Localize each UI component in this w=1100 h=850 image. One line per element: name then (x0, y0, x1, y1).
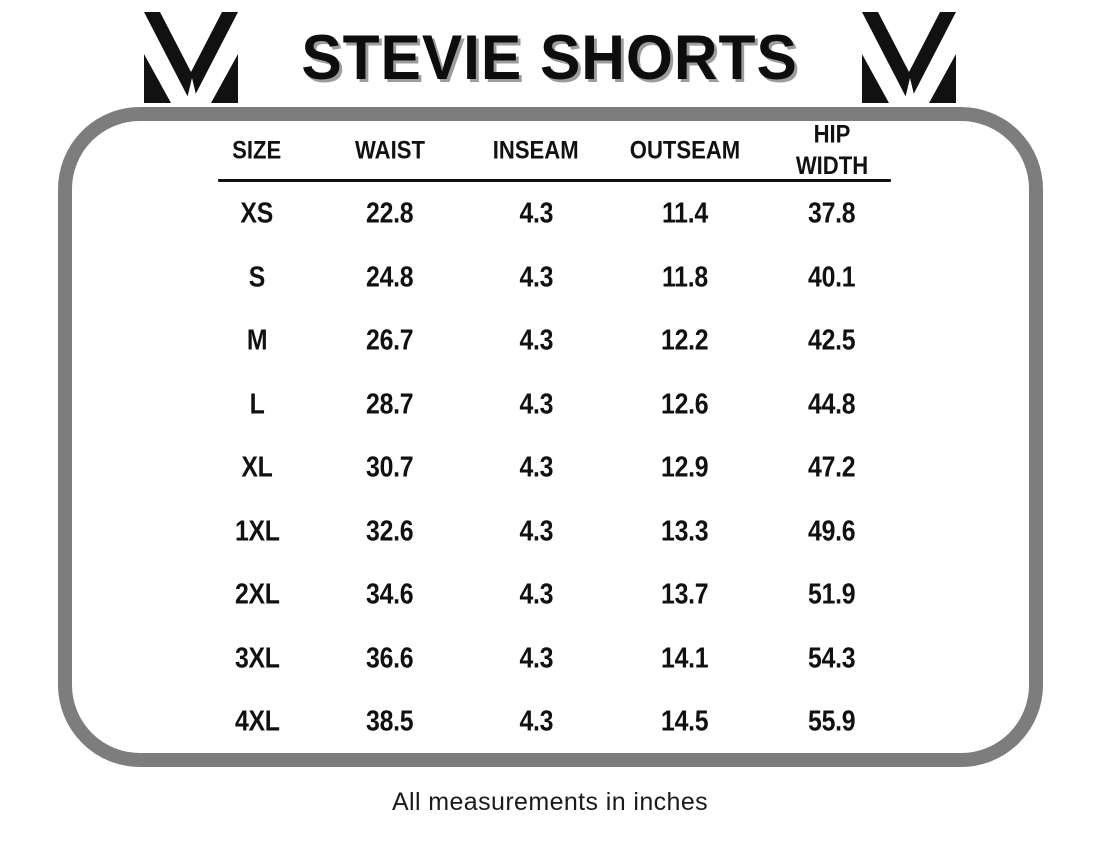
table-body: XS 22.8 4.3 11.4 37.8 S 24.8 4.3 11.8 40… (195, 182, 905, 754)
outseam-cell: 11.8 (662, 260, 708, 293)
banner: STEVIE SHORTS (0, 8, 1100, 108)
hip-width-cell: 51.9 (808, 578, 856, 610)
hip-width-cell: 54.3 (808, 641, 856, 674)
size-cell: L (249, 387, 265, 420)
column-header-inseam: INSEAM (493, 136, 579, 165)
size-cell: XL (241, 451, 273, 483)
inseam-cell: 4.3 (519, 324, 553, 356)
outseam-cell: 13.7 (661, 578, 709, 610)
column-header-waist: WAIST (355, 136, 425, 165)
outseam-cell: 12.2 (661, 324, 709, 356)
table-row: M 26.7 4.3 12.2 42.5 (195, 309, 905, 373)
waist-cell: 38.5 (366, 705, 414, 737)
size-chart-frame (58, 107, 1043, 767)
table-row: XS 22.8 4.3 11.4 37.8 (195, 182, 905, 246)
column-header-outseam: OUTSEAM (629, 136, 741, 165)
column-header-hip-width: HIP WIDTH (795, 120, 869, 181)
waist-cell: 36.6 (366, 641, 414, 674)
inseam-cell: 4.3 (519, 578, 553, 610)
inseam-cell: 4.3 (519, 641, 553, 674)
inseam-cell: 4.3 (519, 387, 553, 420)
table-row: 3XL 36.6 4.3 14.1 54.3 (195, 627, 905, 691)
waist-cell: 32.6 (366, 514, 414, 547)
table-row: 4XL 38.5 4.3 14.5 55.9 (195, 690, 905, 754)
table-row: S 24.8 4.3 11.8 40.1 (195, 246, 905, 310)
hip-width-cell: 40.1 (808, 260, 856, 293)
inseam-cell: 4.3 (519, 514, 553, 547)
hip-width-cell: 47.2 (808, 451, 856, 483)
column-header-size: SIZE (232, 136, 282, 165)
size-cell: 3XL (234, 641, 280, 674)
size-cell: S (248, 260, 266, 293)
inseam-cell: 4.3 (519, 197, 553, 229)
table-row: XL 30.7 4.3 12.9 47.2 (195, 436, 905, 500)
waist-cell: 28.7 (366, 387, 414, 420)
size-cell: 1XL (234, 514, 280, 547)
waist-cell: 26.7 (366, 324, 414, 356)
size-cell: M (246, 324, 268, 356)
header-divider (218, 179, 891, 182)
waist-cell: 22.8 (366, 197, 414, 229)
brand-m-logo-icon (144, 12, 239, 103)
table-header-row: SIZE WAIST INSEAM OUTSEAM HIP WIDTH (195, 120, 905, 181)
outseam-cell: 11.4 (662, 197, 708, 229)
outseam-cell: 12.9 (661, 451, 709, 483)
size-table: SIZE WAIST INSEAM OUTSEAM HIP WIDTH XS 2… (195, 121, 905, 754)
inseam-cell: 4.3 (519, 260, 553, 293)
measurement-unit-note: All measurements in inches (391, 788, 709, 816)
inseam-cell: 4.3 (519, 451, 553, 483)
table-row: L 28.7 4.3 12.6 44.8 (195, 373, 905, 437)
inseam-cell: 4.3 (519, 705, 553, 737)
outseam-cell: 13.3 (661, 514, 709, 547)
hip-width-cell: 37.8 (808, 197, 856, 229)
size-cell: XS (240, 197, 274, 229)
waist-cell: 34.6 (366, 578, 414, 610)
table-row: 2XL 34.6 4.3 13.7 51.9 (195, 563, 905, 627)
waist-cell: 24.8 (366, 260, 414, 293)
hip-width-cell: 49.6 (808, 514, 856, 547)
outseam-cell: 14.1 (661, 641, 709, 674)
brand-m-logo-icon (861, 12, 956, 103)
outseam-cell: 14.5 (661, 705, 709, 737)
size-cell: 2XL (234, 578, 280, 610)
page-title: STEVIE SHORTS (301, 23, 799, 93)
outseam-cell: 12.6 (661, 387, 709, 420)
size-cell: 4XL (234, 705, 280, 737)
waist-cell: 30.7 (366, 451, 414, 483)
hip-width-cell: 55.9 (808, 705, 856, 737)
table-row: 1XL 32.6 4.3 13.3 49.6 (195, 500, 905, 564)
hip-width-cell: 42.5 (808, 324, 856, 356)
hip-width-cell: 44.8 (808, 387, 856, 420)
